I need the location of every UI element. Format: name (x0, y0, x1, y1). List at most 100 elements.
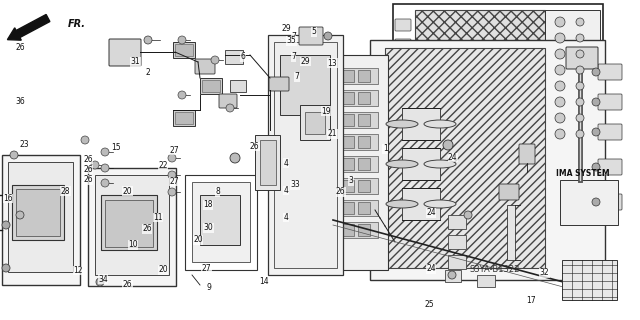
Text: 11: 11 (154, 213, 163, 222)
Circle shape (81, 136, 89, 144)
Bar (202, 80, 220, 92)
FancyBboxPatch shape (395, 99, 411, 111)
Circle shape (101, 148, 109, 156)
Circle shape (555, 97, 565, 107)
Bar (200, 195, 240, 245)
Bar (342, 224, 354, 236)
Bar (370, 40, 605, 280)
Text: 19: 19 (321, 107, 331, 116)
Circle shape (555, 33, 565, 43)
FancyBboxPatch shape (395, 19, 411, 31)
Text: 24: 24 (448, 153, 458, 162)
Circle shape (144, 36, 152, 44)
Text: 29: 29 (301, 57, 310, 66)
Text: 31: 31 (131, 57, 140, 66)
Circle shape (168, 154, 176, 162)
Bar (358, 136, 370, 148)
Circle shape (555, 65, 565, 75)
Text: 13: 13 (328, 59, 337, 68)
Bar (358, 70, 370, 82)
Text: 26: 26 (16, 43, 26, 52)
Text: S3YA-B1322: S3YA-B1322 (470, 266, 520, 275)
Text: 26: 26 (83, 175, 93, 184)
FancyBboxPatch shape (219, 94, 237, 108)
Bar (268, 35, 343, 275)
Text: 10: 10 (128, 240, 138, 249)
FancyBboxPatch shape (395, 39, 411, 51)
Text: 15: 15 (111, 143, 120, 152)
Bar (338, 200, 378, 216)
Bar (101, 195, 157, 250)
Circle shape (230, 153, 240, 163)
Text: 26: 26 (250, 142, 259, 151)
Bar (12, 185, 64, 240)
Text: 26: 26 (83, 165, 93, 174)
Text: 35: 35 (287, 36, 296, 45)
Circle shape (464, 211, 472, 219)
Bar (200, 78, 222, 94)
FancyBboxPatch shape (269, 77, 289, 91)
Circle shape (10, 151, 18, 159)
Bar (342, 136, 354, 148)
Ellipse shape (386, 160, 418, 168)
Text: 21: 21 (328, 129, 337, 138)
FancyBboxPatch shape (598, 124, 622, 140)
Bar (402, 148, 440, 180)
Text: 32: 32 (540, 268, 549, 277)
Circle shape (168, 171, 176, 179)
Circle shape (576, 114, 584, 122)
Bar (342, 70, 354, 82)
Text: 26: 26 (83, 155, 93, 164)
Circle shape (576, 98, 584, 106)
Circle shape (178, 91, 186, 99)
FancyArrow shape (8, 14, 50, 40)
Text: 7: 7 (291, 52, 296, 61)
Ellipse shape (386, 200, 418, 208)
Bar (95, 175, 169, 275)
Bar (402, 188, 440, 220)
Bar (415, 10, 545, 146)
Bar (477, 275, 495, 287)
Text: 3: 3 (349, 176, 354, 185)
Bar (173, 110, 195, 126)
Circle shape (101, 164, 109, 172)
Text: 20: 20 (123, 187, 132, 196)
Bar (342, 92, 354, 104)
FancyBboxPatch shape (566, 47, 598, 69)
Circle shape (576, 130, 584, 138)
Text: 8: 8 (215, 188, 220, 196)
FancyBboxPatch shape (395, 59, 411, 71)
Bar (358, 224, 370, 236)
Bar (255, 135, 280, 190)
FancyBboxPatch shape (499, 184, 519, 200)
Bar (88, 168, 176, 286)
Bar (16, 189, 60, 236)
Circle shape (2, 221, 10, 229)
Circle shape (324, 32, 332, 40)
Text: 1: 1 (383, 144, 387, 153)
Bar (448, 235, 466, 249)
Bar (2, 155, 80, 285)
Bar (105, 200, 153, 247)
Bar (280, 55, 330, 115)
Text: 27: 27 (170, 146, 179, 155)
Bar (342, 158, 354, 170)
Bar (274, 42, 337, 268)
Circle shape (448, 271, 456, 279)
Bar (333, 55, 388, 270)
Circle shape (96, 278, 104, 286)
Circle shape (576, 34, 584, 42)
Text: 36: 36 (15, 97, 25, 106)
FancyBboxPatch shape (598, 194, 622, 210)
Bar (342, 114, 354, 126)
Text: 25: 25 (425, 300, 435, 309)
Text: IMA SYSTEM: IMA SYSTEM (556, 169, 610, 178)
Bar (338, 134, 378, 150)
Bar (393, 4, 603, 152)
Circle shape (443, 140, 453, 150)
Text: 9: 9 (207, 284, 212, 292)
Circle shape (592, 163, 600, 171)
Circle shape (555, 129, 565, 139)
Text: 24: 24 (426, 264, 436, 273)
Circle shape (555, 113, 565, 123)
